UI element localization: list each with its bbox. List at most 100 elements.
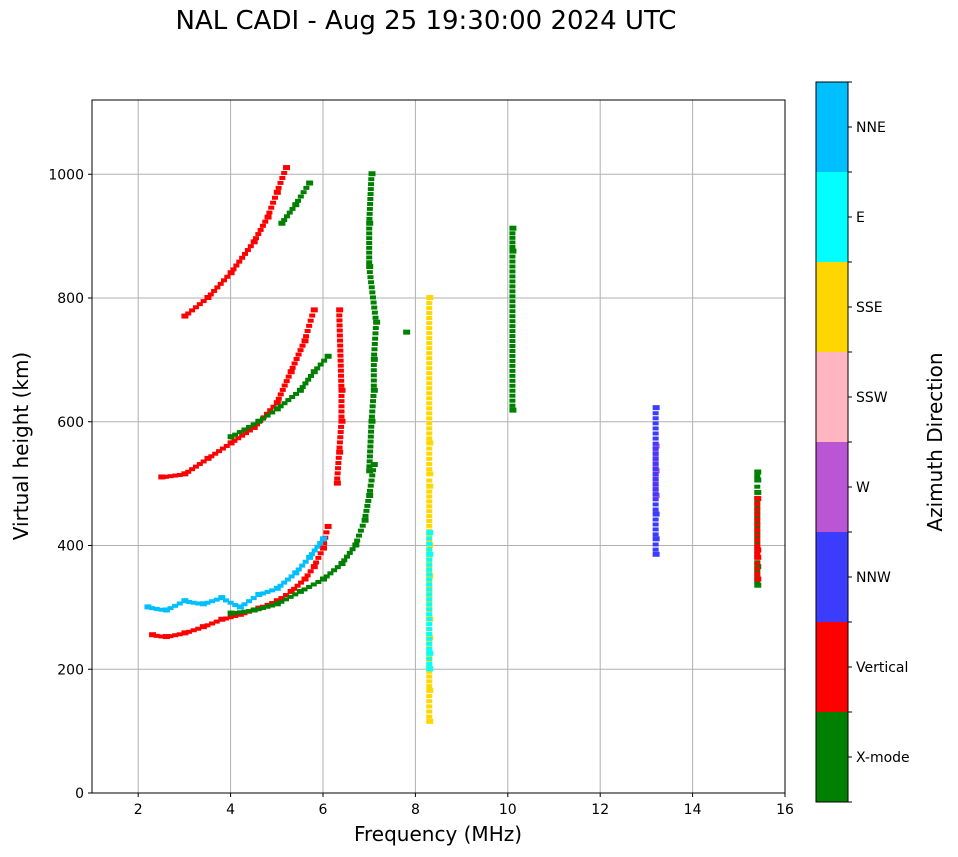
data-point <box>365 498 372 503</box>
data-point <box>363 508 370 513</box>
data-point <box>337 353 344 358</box>
data-point <box>336 328 343 333</box>
data-point <box>366 468 374 474</box>
x-tick-label: 16 <box>776 802 794 818</box>
data-point <box>426 656 433 661</box>
data-point <box>176 601 183 606</box>
data-point <box>285 398 292 403</box>
data-point <box>172 473 179 478</box>
data-point <box>369 473 376 478</box>
data-point <box>754 525 761 530</box>
data-point <box>262 219 269 224</box>
data-point <box>279 387 286 392</box>
data-point <box>162 474 169 479</box>
data-point <box>366 459 373 464</box>
data-point <box>754 535 761 540</box>
data-point <box>299 385 306 390</box>
data-point <box>158 474 166 480</box>
data-point <box>176 632 183 637</box>
data-point <box>232 610 239 615</box>
x-axis-label: Frequency (MHz) <box>354 822 522 846</box>
data-point <box>335 455 342 460</box>
data-point <box>368 414 375 419</box>
data-point <box>426 666 434 672</box>
data-point <box>426 341 433 346</box>
y-tick-label: 400 <box>57 539 84 555</box>
colorbar: X-mode Vertical NNW W SSW SSE E NNE <box>815 81 910 803</box>
data-point <box>320 536 327 542</box>
data-point <box>366 260 373 265</box>
data-point <box>144 604 152 610</box>
data-point <box>317 541 324 546</box>
data-point <box>338 399 345 404</box>
data-point <box>190 628 197 633</box>
data-point <box>296 588 304 594</box>
data-point <box>273 585 281 591</box>
data-point <box>259 591 266 596</box>
data-point <box>189 308 196 313</box>
data-point <box>367 439 374 444</box>
data-point <box>509 254 516 259</box>
data-point <box>754 520 761 525</box>
data-point <box>426 646 433 651</box>
data-point <box>754 527 761 532</box>
data-point <box>370 383 377 388</box>
data-point <box>370 387 378 393</box>
data-point <box>186 599 193 604</box>
data-point <box>366 216 373 221</box>
data-point <box>509 248 517 254</box>
data-point <box>754 469 762 475</box>
data-point <box>372 336 379 341</box>
data-point <box>426 679 433 684</box>
data-point <box>652 472 659 477</box>
x-tick-label: 6 <box>319 802 328 818</box>
data-point <box>255 232 262 237</box>
data-point <box>426 411 433 416</box>
data-point <box>426 295 434 300</box>
data-point <box>310 564 318 570</box>
data-point <box>204 455 212 461</box>
data-point <box>217 281 224 286</box>
data-point <box>652 464 659 469</box>
data-point <box>310 369 318 375</box>
data-point <box>754 547 762 553</box>
data-point <box>368 182 375 187</box>
data-point <box>327 571 334 576</box>
data-point <box>369 290 376 295</box>
data-point <box>509 353 516 358</box>
data-point <box>230 267 237 272</box>
data-point <box>269 410 276 415</box>
data-point <box>426 361 433 366</box>
data-point <box>324 353 332 359</box>
data-point <box>292 202 300 208</box>
data-point <box>366 464 373 469</box>
data-point <box>426 446 433 451</box>
data-point <box>426 436 433 441</box>
data-point <box>185 311 192 316</box>
data-point <box>366 241 373 245</box>
colorbar-segment <box>816 262 848 352</box>
data-point <box>403 329 411 335</box>
data-point <box>293 391 300 396</box>
data-point <box>652 479 659 484</box>
data-point <box>209 621 216 626</box>
data-point <box>337 435 344 440</box>
data-point <box>754 474 761 479</box>
data-point <box>367 275 374 280</box>
colorbar-label-w: W <box>856 480 870 496</box>
data-point <box>509 393 516 398</box>
data-point <box>367 197 374 201</box>
data-point <box>754 569 761 574</box>
data-point <box>268 205 275 210</box>
data-point <box>652 459 659 464</box>
data-point <box>250 424 258 430</box>
data-point <box>227 434 235 440</box>
data-point <box>426 478 433 483</box>
data-point <box>370 300 377 305</box>
data-point <box>754 484 761 489</box>
data-point <box>426 514 433 519</box>
data-point <box>200 299 207 304</box>
data-point <box>231 438 238 443</box>
data-point <box>367 201 374 206</box>
